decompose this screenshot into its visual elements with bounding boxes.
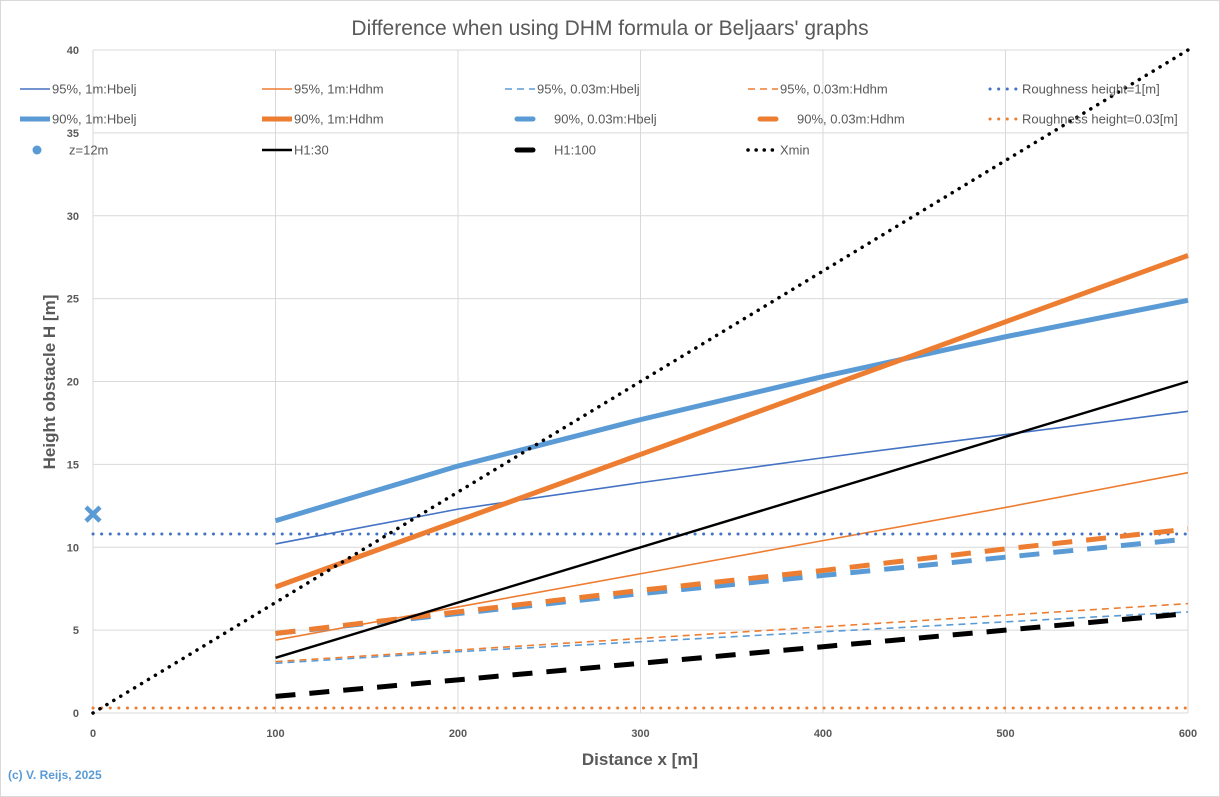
legend-label: Roughness height=1[m] (1022, 82, 1160, 97)
series-line (275, 611, 1189, 699)
y-tick-label: 0 (73, 708, 79, 720)
legend-label: z=12m (69, 143, 108, 158)
y-tick-label: 5 (73, 625, 79, 637)
x-tick-label: 600 (1179, 728, 1197, 740)
x-tick-label: 500 (996, 728, 1014, 740)
legend-label: Xmin (780, 143, 810, 158)
x-axis-label: Distance x [m] (582, 750, 698, 769)
copyright-note: (c) V. Reijs, 2025 (8, 768, 102, 782)
y-tick-label: 35 (67, 128, 79, 140)
series-line (275, 380, 1189, 659)
legend-marker (32, 145, 42, 155)
legend-label: 95%, 1m:Hbelj (52, 82, 137, 97)
chart-title: Difference when using DHM formula or Bel… (351, 17, 868, 40)
series-line (274, 297, 1189, 524)
legend-label: 90%, 1m:Hdhm (294, 112, 384, 127)
x-tick-label: 200 (449, 728, 467, 740)
series-line (275, 602, 1189, 663)
x-tick-label: 100 (266, 728, 284, 740)
y-tick-label: 25 (67, 294, 79, 306)
legend-label: 95%, 0.03m:Hbelj (537, 82, 640, 97)
x-tick-label: 300 (631, 728, 649, 740)
y-tick-label: 40 (67, 45, 79, 57)
y-tick-label: 20 (67, 377, 79, 389)
y-tick-label: 15 (67, 459, 79, 471)
legend-label: 90%, 1m:Hbelj (52, 112, 137, 127)
legend-label: 95%, 1m:Hdhm (294, 82, 384, 97)
series-line (275, 526, 1189, 636)
series-line (275, 410, 1189, 545)
y-axis-label: Height obstacle H [m] (40, 295, 59, 470)
x-tick-label: 400 (814, 728, 832, 740)
legend-label: 90%, 0.03m:Hdhm (797, 112, 905, 127)
legend-label: H1:30 (294, 143, 329, 158)
legend-label: H1:100 (554, 143, 596, 158)
legend-label: Roughness height=0.03[m] (1022, 112, 1178, 127)
series-line (275, 611, 1189, 665)
y-tick-label: 10 (67, 542, 79, 554)
y-tick-label: 30 (67, 211, 79, 223)
series-line (91, 48, 1190, 715)
legend-label: 90%, 0.03m:Hbelj (554, 112, 657, 127)
x-tick-label: 0 (90, 728, 96, 740)
series-line (274, 253, 1189, 590)
data-point-marker (84, 505, 102, 523)
legend-label: 95%, 0.03m:Hdhm (780, 82, 888, 97)
